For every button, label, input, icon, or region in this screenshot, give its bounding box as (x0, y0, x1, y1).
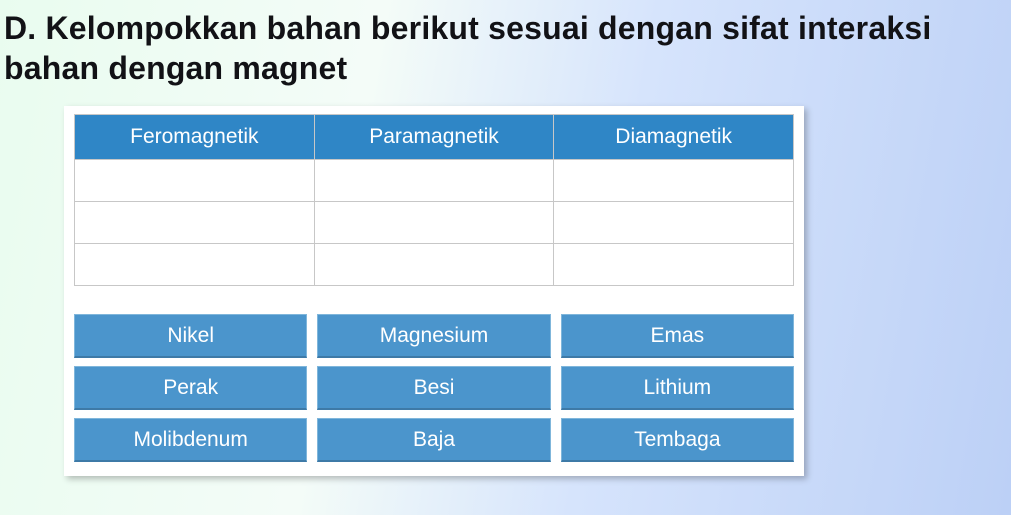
material-item-lithium[interactable]: Lithium (561, 366, 794, 410)
table-row (75, 244, 794, 286)
classification-table: Feromagnetik Paramagnetik Diamagnetik (74, 114, 794, 286)
drop-cell[interactable] (554, 244, 794, 286)
exercise-card: Feromagnetik Paramagnetik Diamagnetik (64, 106, 804, 476)
material-item-nikel[interactable]: Nikel (74, 314, 307, 358)
material-item-tembaga[interactable]: Tembaga (561, 418, 794, 462)
table-row (75, 160, 794, 202)
drop-cell[interactable] (75, 202, 315, 244)
drop-cell[interactable] (75, 244, 315, 286)
material-items-grid: Nikel Magnesium Emas Perak Besi Lithium … (74, 314, 794, 462)
table-row (75, 202, 794, 244)
material-item-besi[interactable]: Besi (317, 366, 550, 410)
material-item-magnesium[interactable]: Magnesium (317, 314, 550, 358)
material-item-emas[interactable]: Emas (561, 314, 794, 358)
drop-cell[interactable] (314, 202, 554, 244)
drop-cell[interactable] (554, 160, 794, 202)
material-item-baja[interactable]: Baja (317, 418, 550, 462)
drop-cell[interactable] (554, 202, 794, 244)
col-header-paramagnetik: Paramagnetik (314, 115, 554, 160)
drop-cell[interactable] (314, 160, 554, 202)
col-header-diamagnetik: Diamagnetik (554, 115, 794, 160)
material-item-molibdenum[interactable]: Molibdenum (74, 418, 307, 462)
section-heading: D. Kelompokkan bahan berikut sesuai deng… (0, 0, 1011, 106)
drop-cell[interactable] (75, 160, 315, 202)
material-item-perak[interactable]: Perak (74, 366, 307, 410)
col-header-feromagnetik: Feromagnetik (75, 115, 315, 160)
drop-cell[interactable] (314, 244, 554, 286)
